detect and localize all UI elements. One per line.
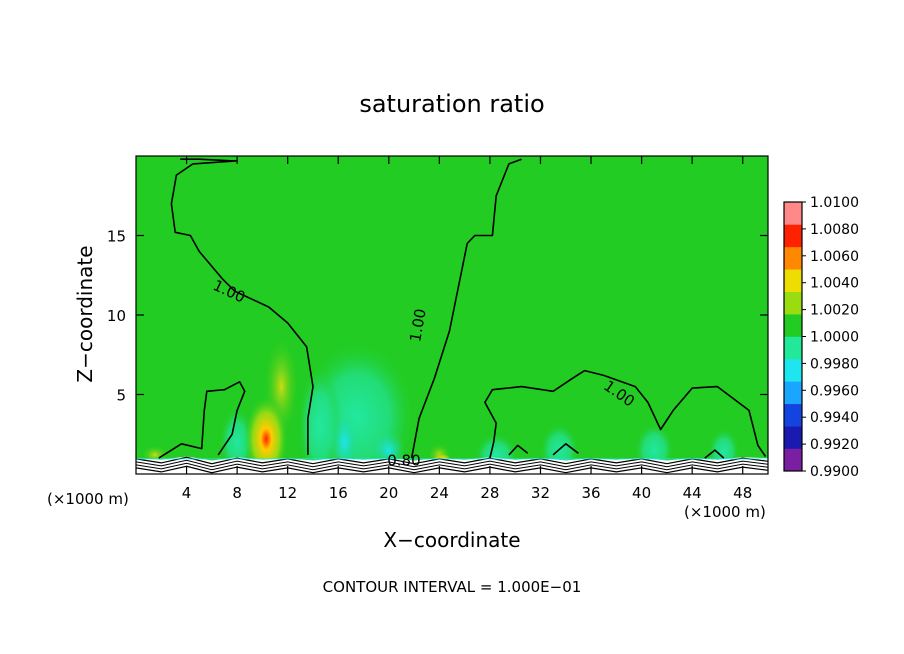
colorbar-swatch bbox=[784, 291, 802, 315]
colorbar-label: 1.0020 bbox=[810, 303, 859, 319]
x-tick-label: 16 bbox=[329, 484, 348, 502]
contour-label: 0.80 bbox=[387, 451, 420, 469]
contour-line bbox=[552, 443, 579, 456]
colorbar-swatch bbox=[784, 336, 802, 360]
y-tick-label: 15 bbox=[107, 228, 126, 246]
contour-interval-note: CONTOUR INTERVAL = 1.000E−01 bbox=[323, 578, 582, 596]
surface-contour bbox=[136, 459, 768, 468]
colorbar-swatch bbox=[784, 224, 802, 248]
x-unit-left: (×1000 m) bbox=[47, 490, 129, 508]
surface-contour bbox=[136, 462, 768, 471]
x-tick-label: 44 bbox=[683, 484, 702, 502]
x-tick-label: 24 bbox=[430, 484, 449, 502]
surface-contour bbox=[136, 465, 768, 474]
x-tick-label: 8 bbox=[232, 484, 242, 502]
colorbar-label: 0.9960 bbox=[810, 383, 859, 399]
plot-area bbox=[136, 156, 768, 474]
y-axis: 5 10 15 bbox=[107, 228, 768, 405]
colorbar-label: 1.0100 bbox=[810, 195, 859, 211]
contour-line bbox=[410, 158, 522, 459]
colorbar-label: 0.9940 bbox=[810, 410, 859, 426]
x-tick-label: 4 bbox=[182, 484, 192, 502]
colorbar-label: 1.0000 bbox=[810, 330, 859, 346]
colorbar-label: 1.0080 bbox=[810, 222, 859, 238]
field-hotspot bbox=[244, 395, 289, 474]
contour-lines bbox=[158, 158, 767, 459]
colorbar-swatch bbox=[784, 246, 802, 270]
x-tick-label: 28 bbox=[480, 484, 499, 502]
x-tick-label: 40 bbox=[632, 484, 651, 502]
x-tick-label: 48 bbox=[733, 484, 752, 502]
colorbar-swatch bbox=[784, 381, 802, 405]
colorbar-swatch bbox=[784, 403, 802, 427]
x-axis: 4 8 12 16 20 24 28 32 36 40 44 48 bbox=[182, 156, 752, 502]
colorbar-swatch bbox=[784, 426, 802, 449]
colorbar-label: 0.9920 bbox=[810, 437, 859, 453]
chart-title: saturation ratio bbox=[359, 90, 544, 118]
x-axis-label: X−coordinate bbox=[383, 528, 520, 552]
contour-line bbox=[170, 158, 314, 455]
colorbar-swatch bbox=[784, 314, 802, 337]
contour-label: 1.00 bbox=[406, 307, 430, 343]
y-axis-label: Z−coordinate bbox=[73, 245, 97, 382]
x-tick-label: 12 bbox=[278, 484, 297, 502]
colorbar-swatch bbox=[784, 358, 802, 382]
colorbar: 0.9900 0.9920 0.9940 0.9960 0.9980 1.0000 1.00… bbox=[783, 195, 859, 480]
colorbar-swatch bbox=[784, 202, 802, 225]
y-tick-label: 10 bbox=[107, 307, 126, 325]
colorbar-label: 1.0040 bbox=[810, 276, 859, 292]
field-shading bbox=[136, 334, 768, 474]
colorbar-label: 1.0060 bbox=[810, 249, 859, 265]
contour-line bbox=[704, 449, 725, 459]
y-tick-label: 5 bbox=[116, 387, 126, 405]
field-blob bbox=[332, 414, 357, 471]
x-tick-label: 32 bbox=[531, 484, 550, 502]
x-unit-right: (×1000 m) bbox=[684, 503, 766, 521]
x-tick-label: 36 bbox=[581, 484, 600, 502]
colorbar-swatch bbox=[784, 269, 802, 292]
colorbar-label: 0.9900 bbox=[810, 464, 859, 480]
contour-line bbox=[158, 381, 246, 459]
x-tick-label: 20 bbox=[379, 484, 398, 502]
colorbar-label: 0.9980 bbox=[810, 356, 859, 372]
contour-line bbox=[484, 369, 767, 459]
contour-line bbox=[508, 444, 529, 456]
colorbar-swatch bbox=[784, 448, 802, 472]
